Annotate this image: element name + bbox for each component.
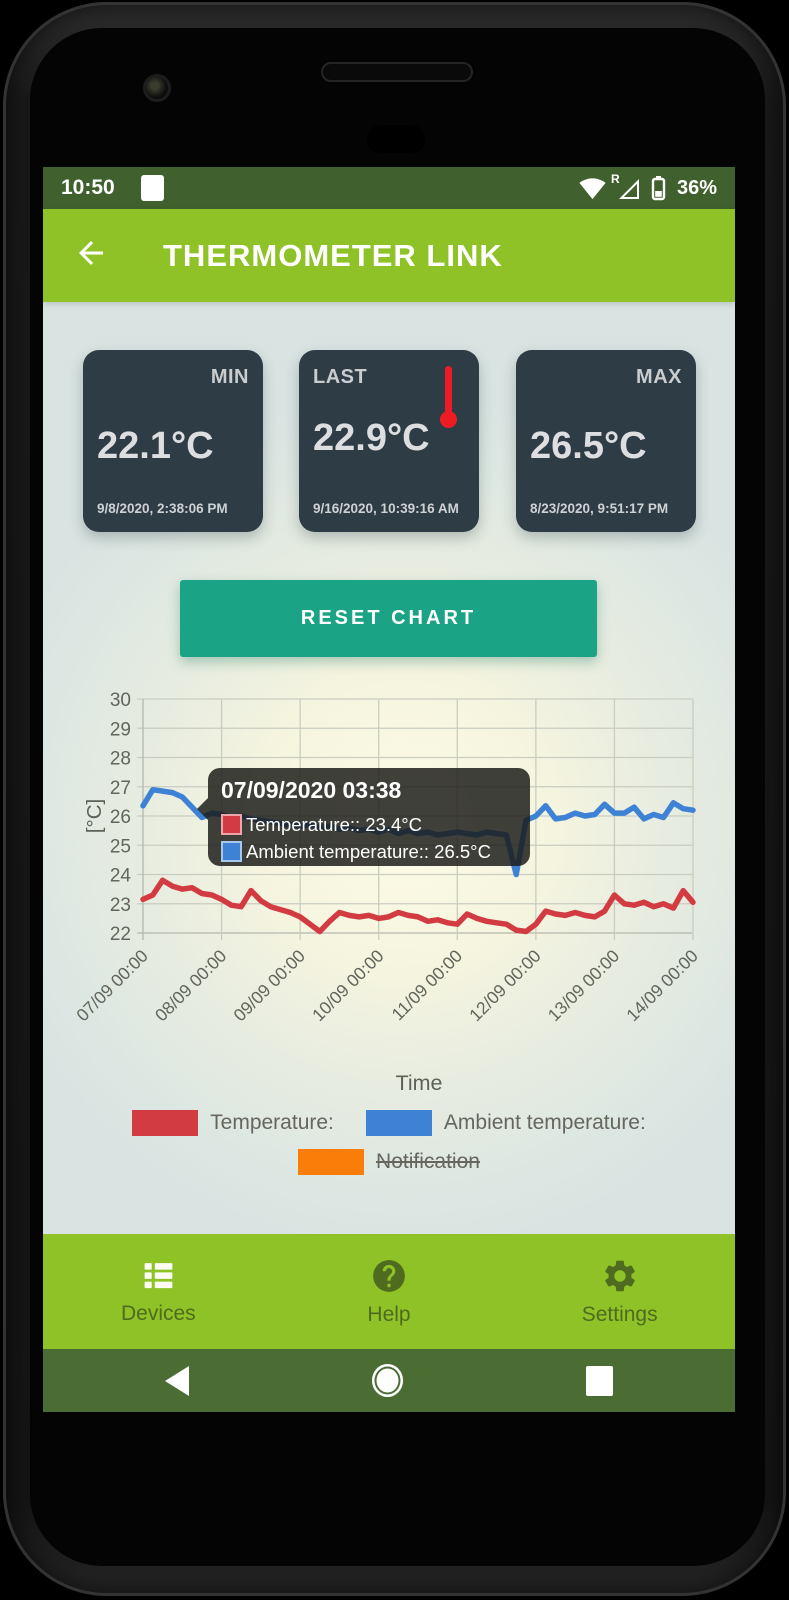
card-value: 26.5°C [530, 425, 647, 467]
tooltip-row: Ambient temperature:: 26.5°C [221, 838, 518, 865]
last-temperature-card: LAST 22.9°C 9/16/2020, 10:39:16 AM [299, 350, 479, 532]
sensor-pill [367, 125, 425, 153]
svg-text:24: 24 [110, 866, 132, 887]
svg-text:12/09 00:00: 12/09 00:00 [465, 946, 545, 1026]
card-timestamp: 8/23/2020, 9:51:17 PM [530, 501, 669, 517]
svg-text:13/09 00:00: 13/09 00:00 [544, 946, 624, 1026]
list-icon [140, 1257, 177, 1294]
nav-label: Help [367, 1302, 411, 1326]
legend-label: Notification [376, 1150, 480, 1173]
y-axis-title: [°C] [83, 799, 106, 833]
svg-text:25: 25 [110, 836, 131, 857]
card-value: 22.1°C [97, 425, 214, 467]
chart-tooltip: 07/09/2020 03:38 Temperature:: 23.4°C Amb… [197, 768, 530, 866]
bottom-nav: Devices Help Settings [43, 1234, 735, 1349]
thermometer-icon [439, 366, 457, 428]
card-timestamp: 9/8/2020, 2:38:06 PM [97, 501, 228, 517]
svg-text:08/09 00:00: 08/09 00:00 [151, 946, 231, 1026]
nav-item-help[interactable]: Help [274, 1234, 505, 1349]
svg-text:10/09 00:00: 10/09 00:00 [308, 946, 388, 1026]
legend-swatch [132, 1110, 199, 1136]
back-arrow-icon [73, 235, 109, 276]
front-camera [143, 74, 171, 102]
svg-text:11/09 00:00: 11/09 00:00 [388, 946, 467, 1025]
legend-label: Ambient temperature: [443, 1111, 646, 1134]
svg-text:27: 27 [110, 778, 131, 799]
nav-label: Devices [120, 1302, 196, 1325]
screen: 10:50 R 36% [43, 167, 735, 1412]
phone-glass: 10:50 R 36% [30, 28, 765, 1566]
chart-svg[interactable]: 22 23 24 25 26 27 28 29 30 07/09 00:00 08/09 00:00… [43, 682, 735, 1122]
phone-frame: 10:50 R 36% [3, 2, 786, 1596]
card-value: 22.9°C [313, 417, 430, 459]
temperature-chart[interactable]: 22 23 24 25 26 27 28 29 30 07/09 00:00 08/09 00:00… [43, 682, 735, 1122]
nav-item-settings[interactable]: Settings [504, 1234, 735, 1349]
tooltip-series-swatch [221, 841, 242, 862]
battery-percent: 36% [676, 176, 717, 199]
legend-swatch [365, 1110, 432, 1136]
tooltip-series-swatch [221, 814, 242, 835]
svg-text:22: 22 [110, 924, 131, 945]
page-title: THERMOMETER LINK [163, 237, 503, 273]
earpiece-speaker [321, 62, 473, 82]
legend-label: Temperature: [210, 1111, 334, 1134]
status-bar: 10:50 R 36% [43, 167, 735, 209]
back-button[interactable] [67, 232, 115, 280]
min-temperature-card: MIN 22.1°C 9/8/2020, 2:38:06 PM [83, 350, 263, 532]
x-axis-title: Time [396, 1071, 443, 1095]
status-time: 10:50 [61, 176, 115, 199]
legend-item-notification[interactable]: Notification [298, 1149, 480, 1175]
card-label: MAX [636, 366, 682, 388]
card-label: LAST [313, 366, 368, 388]
svg-text:07/09 00:00: 07/09 00:00 [72, 946, 152, 1026]
battery-icon [646, 174, 670, 202]
svg-text:14/09 00:00: 14/09 00:00 [622, 946, 702, 1026]
content: MIN 22.1°C 9/8/2020, 2:38:06 PM LAST 22.… [43, 302, 735, 1234]
android-nav-bar [43, 1349, 735, 1412]
max-temperature-card: MAX 26.5°C 8/23/2020, 9:51:17 PM [516, 350, 696, 532]
nav-label: Settings [581, 1302, 658, 1326]
tooltip-title: 07/09/2020 03:38 [221, 777, 402, 803]
nav-item-devices[interactable]: Devices [43, 1234, 274, 1349]
reset-chart-button[interactable]: RESET CHART [180, 580, 597, 657]
android-recents-button[interactable] [586, 1365, 613, 1396]
gear-icon [601, 1257, 639, 1295]
svg-text:29: 29 [110, 719, 131, 740]
chart-legend: Temperature: Ambient temperature: Notific… [43, 1110, 735, 1188]
card-timestamp: 9/16/2020, 10:39:16 AM [313, 501, 459, 517]
help-icon [370, 1257, 408, 1295]
tooltip-row: Temperature:: 23.4°C [221, 811, 518, 838]
legend-item-temperature[interactable]: Temperature: [132, 1110, 334, 1136]
svg-text:28: 28 [110, 749, 131, 770]
legend-swatch [298, 1149, 365, 1175]
card-label: MIN [210, 366, 249, 388]
app-header: THERMOMETER LINK [43, 209, 735, 302]
notification-icon [140, 175, 164, 201]
legend-item-ambient-temperature[interactable]: Ambient temperature: [365, 1110, 646, 1136]
svg-text:23: 23 [110, 895, 131, 916]
svg-text:09/09 00:00: 09/09 00:00 [229, 946, 309, 1026]
wifi-icon [579, 175, 606, 202]
svg-text:26: 26 [110, 807, 131, 828]
android-home-button[interactable] [372, 1364, 403, 1397]
svg-text:30: 30 [110, 690, 131, 711]
cell-signal-roaming-icon: R [611, 172, 641, 201]
android-back-button[interactable] [165, 1365, 189, 1396]
